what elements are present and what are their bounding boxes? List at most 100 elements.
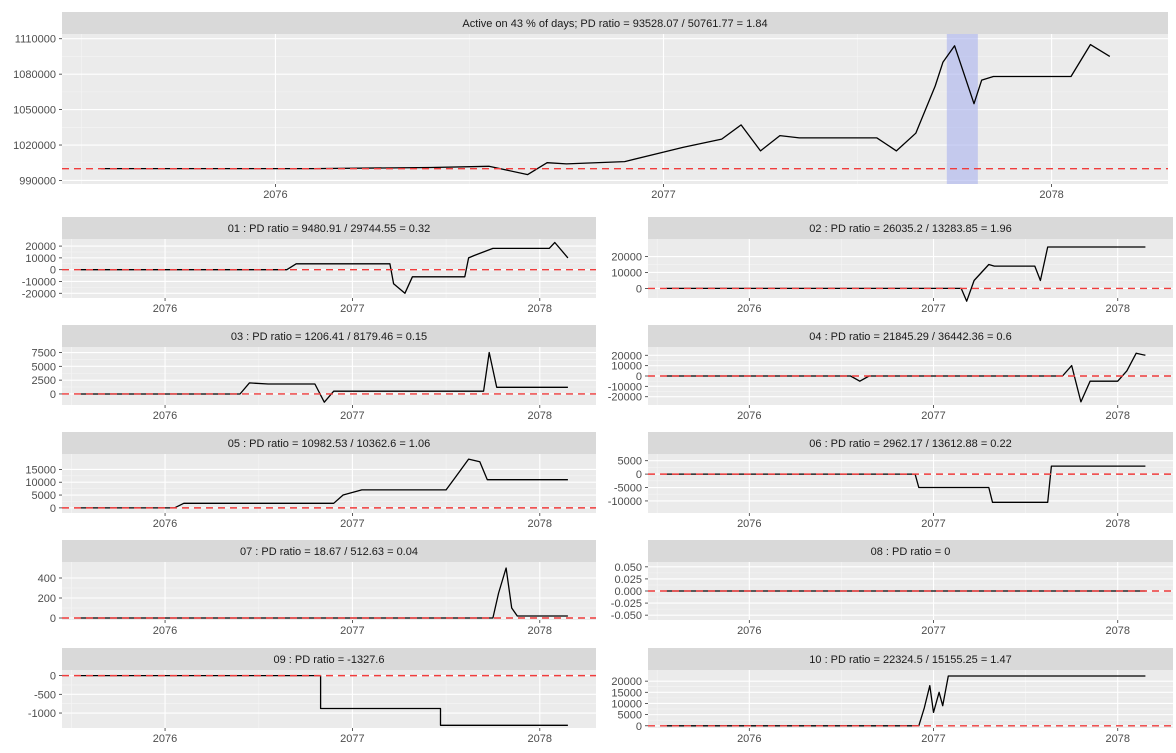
panel-title: 08 : PD ratio = 0 [871, 546, 951, 558]
x-tick-label: 2078 [528, 303, 552, 315]
panel-title: 10 : PD ratio = 22324.5 / 15155.25 = 1.4… [809, 654, 1011, 666]
x-tick-label: 2076 [737, 625, 761, 637]
y-tick-label: 5000 [32, 490, 56, 502]
series-line [80, 241, 569, 294]
x-tick-label: 2076 [153, 518, 177, 530]
y-tick-label: 0 [636, 469, 642, 481]
series-line [666, 352, 1146, 403]
x-tick-label: 2077 [340, 518, 364, 530]
y-tick-label: 10000 [611, 698, 642, 710]
x-tick-label: 2076 [737, 303, 761, 315]
panel-strip [62, 432, 596, 454]
x-tick-label: 2077 [921, 625, 945, 637]
x-tick-label: 2076 [153, 303, 177, 315]
panel-strip [648, 648, 1173, 670]
series-line [666, 675, 1146, 727]
y-tick-label: 990000 [19, 175, 56, 187]
x-tick-label: 2077 [651, 189, 675, 201]
y-tick-label: -10000 [22, 276, 56, 288]
panel-title: 07 : PD ratio = 18.67 / 512.63 = 0.04 [240, 546, 418, 558]
panel-background [62, 347, 596, 405]
panel-strip [62, 540, 596, 562]
panel-strip [648, 432, 1173, 454]
y-tick-label: 0 [50, 671, 56, 683]
y-tick-label: 0 [636, 721, 642, 733]
panel-08: 08 : PD ratio = 0 -0.050-0.0250.0000.0250… [611, 540, 1173, 637]
y-tick-label: 5000 [618, 710, 642, 722]
x-tick-label: 2078 [1105, 303, 1129, 315]
x-tick-label: 2077 [921, 733, 945, 745]
panel-background [648, 454, 1173, 513]
x-tick-label: 2076 [737, 518, 761, 530]
x-tick-label: 2076 [263, 189, 287, 201]
y-tick-label: 0.000 [614, 586, 642, 598]
y-tick-label: 0 [636, 371, 642, 383]
y-tick-label: 0 [50, 613, 56, 625]
y-tick-label: 20000 [611, 252, 642, 264]
series-line [80, 351, 568, 403]
panel-strip [62, 12, 1168, 34]
y-tick-label: 1020000 [13, 140, 56, 152]
panel-title: 05 : PD ratio = 10982.53 / 10362.6 = 1.0… [228, 438, 430, 450]
x-tick-label: 2077 [340, 303, 364, 315]
y-tick-label: 10000 [611, 267, 642, 279]
y-tick-label: 10000 [611, 361, 642, 373]
y-tick-label: 5000 [618, 456, 642, 468]
series-line [80, 458, 568, 509]
x-tick-label: 2078 [1105, 625, 1129, 637]
panel-strip [648, 540, 1173, 562]
panel-05: 05 : PD ratio = 10982.53 / 10362.6 = 1.0… [25, 432, 596, 530]
y-tick-label: 1110000 [15, 34, 56, 46]
x-tick-label: 2078 [1105, 733, 1129, 745]
series-line [100, 43, 1111, 176]
panel-background [62, 34, 1168, 184]
panel-02: 02 : PD ratio = 26035.2 / 13283.85 = 1.9… [611, 217, 1173, 315]
y-tick-label: 5000 [32, 361, 56, 373]
y-tick-label: 0 [50, 389, 56, 401]
panel-background [648, 670, 1173, 728]
highlight-band [946, 34, 978, 184]
panel-strip [62, 217, 596, 239]
x-tick-label: 2078 [528, 733, 552, 745]
y-tick-label: 10000 [25, 477, 56, 489]
panel-strip [648, 325, 1173, 347]
panel-title: 04 : PD ratio = 21845.29 / 36442.36 = 0.… [809, 331, 1011, 343]
x-tick-label: 2077 [340, 733, 364, 745]
panel-strip [62, 648, 596, 670]
series-line [666, 246, 1146, 302]
y-tick-label: -5000 [614, 483, 642, 495]
panel-title: 02 : PD ratio = 26035.2 / 13283.85 = 1.9… [809, 223, 1011, 235]
y-tick-label: 0 [50, 503, 56, 515]
x-tick-label: 2077 [921, 303, 945, 315]
y-tick-label: 0.050 [614, 562, 642, 574]
x-tick-label: 2078 [528, 410, 552, 422]
y-tick-label: -0.050 [611, 610, 642, 622]
y-tick-label: -500 [34, 689, 56, 701]
y-tick-label: 0 [50, 265, 56, 277]
panel-09: 09 : PD ratio = -1327.6 -1000 -500 0 2076 207… [28, 648, 596, 745]
y-tick-label: -20000 [608, 392, 642, 404]
y-tick-label: -20000 [22, 288, 56, 300]
x-tick-label: 2077 [340, 625, 364, 637]
x-tick-label: 2077 [921, 410, 945, 422]
y-tick-label: -10000 [608, 381, 642, 393]
y-tick-label: 7500 [32, 348, 56, 360]
x-tick-label: 2078 [1105, 518, 1129, 530]
panel-06: 06 : PD ratio = 2962.17 / 13612.88 = 0.2… [608, 432, 1173, 530]
y-tick-label: 200 [38, 593, 56, 605]
panel-title: 01 : PD ratio = 9480.91 / 29744.55 = 0.3… [228, 223, 430, 235]
y-tick-label: 10000 [25, 253, 56, 265]
panel-title: 09 : PD ratio = -1327.6 [274, 654, 385, 666]
panel-04: 04 : PD ratio = 21845.29 / 36442.36 = 0.… [608, 325, 1173, 422]
series-line [80, 567, 568, 619]
y-tick-label: 20000 [611, 350, 642, 362]
y-tick-label: 15000 [611, 687, 642, 699]
x-tick-label: 2076 [153, 733, 177, 745]
panel-title: 06 : PD ratio = 2962.17 / 13612.88 = 0.2… [809, 438, 1011, 450]
x-tick-label: 2078 [1105, 410, 1129, 422]
y-tick-label: 20000 [611, 676, 642, 688]
panel-background [62, 670, 596, 728]
panel-strip [648, 217, 1173, 239]
y-tick-label: -10000 [608, 496, 642, 508]
